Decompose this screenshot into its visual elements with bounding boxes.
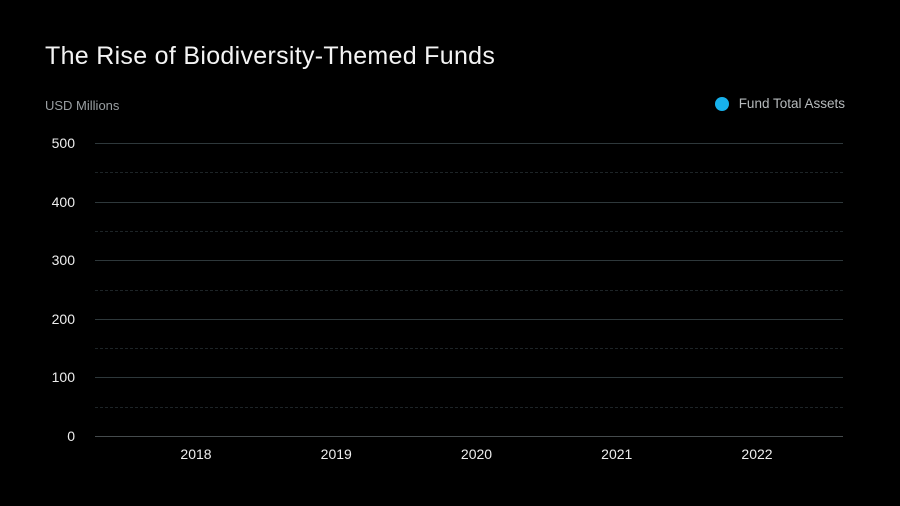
x-tick-label: 2020 [460, 446, 493, 462]
x-tick-label: 2021 [601, 446, 633, 462]
gridline-minor [95, 172, 843, 174]
legend-marker-circle-dot-icon [714, 96, 729, 111]
y-tick-label: 500 [51, 135, 75, 151]
chart-title: The Rise of Biodiversity-Themed Funds [45, 42, 496, 70]
legend-label: Fund Total Assets [738, 96, 845, 111]
x-axis-baseline [95, 436, 843, 437]
y-tick-label: 200 [51, 310, 75, 327]
gridline-major [95, 318, 843, 320]
gridline-minor [95, 406, 843, 408]
gridline-major [95, 260, 843, 262]
x-tick-label: 2022 [741, 446, 773, 462]
gridline-minor [95, 289, 843, 291]
y-tick-label: 400 [51, 193, 75, 210]
y-tick-label: 0 [67, 428, 75, 444]
y-tick-label: 100 [51, 369, 75, 386]
y-tick-label: 300 [51, 252, 75, 269]
y-axis-unit-label: USD Millions [45, 98, 120, 113]
x-tick-label: 2019 [320, 446, 352, 462]
gridline-minor [95, 348, 843, 350]
plot-area [95, 143, 843, 437]
gridline-major [95, 143, 843, 144]
gridline-major [95, 201, 843, 203]
gridline-minor [95, 230, 843, 232]
legend-item-fund-total-assets[interactable]: Fund Total Assets [714, 96, 845, 111]
gridline-major [95, 377, 843, 379]
legend: Fund Total Assets [714, 96, 845, 111]
x-tick-label: 2018 [180, 446, 212, 462]
